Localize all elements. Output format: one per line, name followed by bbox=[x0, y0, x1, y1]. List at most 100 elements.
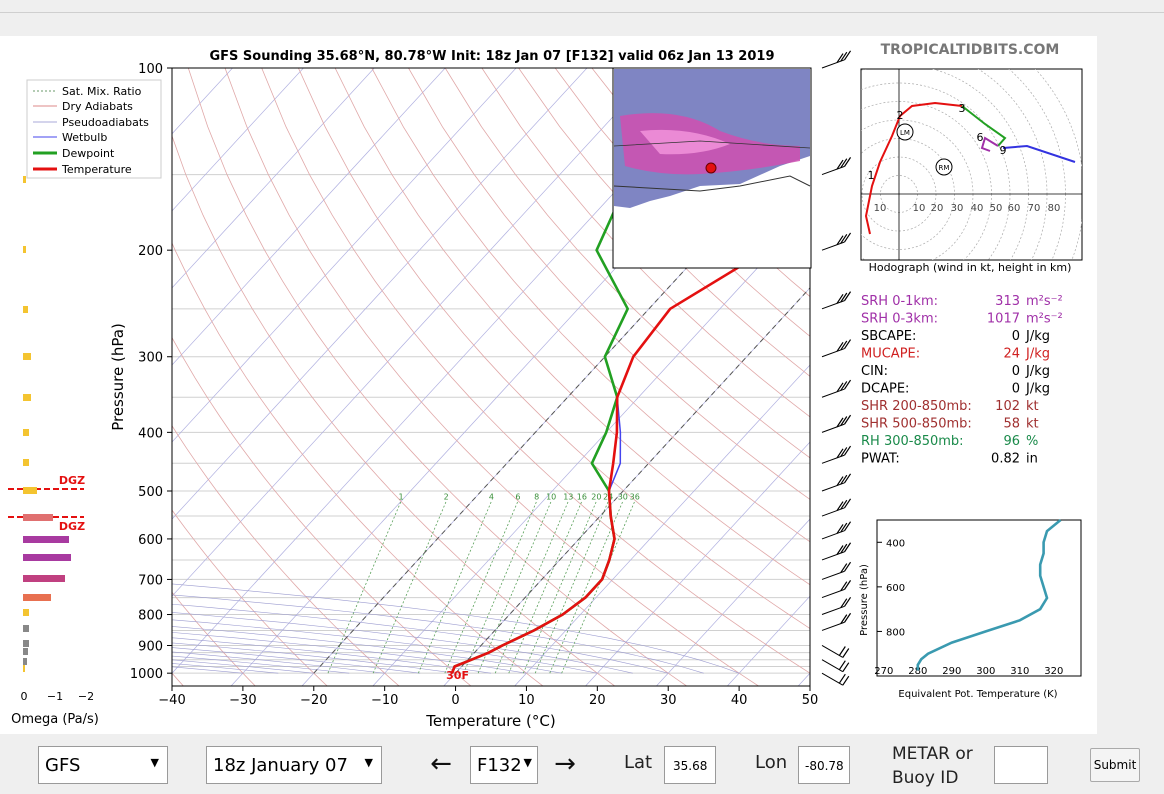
index-label: SHR 500-850mb: bbox=[861, 417, 972, 432]
omega-bar bbox=[23, 625, 29, 632]
index-label: PWAT: bbox=[861, 452, 900, 467]
dgz-bottom-label: DGZ bbox=[59, 520, 85, 533]
freezing-isotherm bbox=[455, 287, 810, 674]
omega-bar bbox=[23, 665, 25, 672]
isotherm-line bbox=[585, 441, 810, 686]
model-select-value: GFS bbox=[45, 755, 81, 776]
next-forecast-button[interactable]: → bbox=[554, 749, 576, 779]
dry-adiabat bbox=[172, 424, 400, 686]
dry-adiabat bbox=[172, 336, 472, 686]
hodograph-rings: 10 10 20 30 40 50 60 70 80 1 2 3 6 9 LM RM bbox=[861, 69, 1082, 260]
pseudoadiabat bbox=[172, 626, 562, 674]
omega-bar bbox=[23, 429, 29, 436]
wind-barb-flag bbox=[840, 581, 848, 592]
wind-barb-flag bbox=[840, 234, 848, 244]
x-tick-label: 40 bbox=[731, 693, 748, 708]
x-tick-label: 20 bbox=[589, 693, 606, 708]
wind-barb-flag bbox=[844, 339, 852, 349]
wind-barb-flag bbox=[840, 474, 848, 485]
legend-box bbox=[26, 79, 162, 179]
wind-barb-flag bbox=[838, 673, 846, 684]
y-tick-label: 400 bbox=[138, 426, 163, 441]
dry-adiabat bbox=[172, 241, 544, 686]
dry-adiabat bbox=[554, 68, 810, 337]
legend-label: Sat. Mix. Ratio bbox=[62, 85, 142, 98]
x-tick-label: −20 bbox=[300, 693, 327, 708]
temperature-line bbox=[450, 224, 810, 674]
mixing-ratio-line bbox=[522, 501, 597, 674]
index-value: 0.82 bbox=[991, 452, 1020, 467]
submit-button[interactable]: Submit bbox=[1090, 748, 1140, 782]
model-select[interactable]: GFS ▼ bbox=[38, 746, 168, 784]
control-bar: GFS ▼ 18z January 07 ▼ ← F132 ▼ → Lat 35… bbox=[0, 734, 1164, 794]
dry-adiabat bbox=[298, 68, 810, 630]
metar-input[interactable] bbox=[994, 746, 1048, 784]
omega-bar bbox=[23, 536, 69, 543]
forecast-hour-select[interactable]: F132 ▼ bbox=[470, 746, 538, 784]
wind-barb bbox=[821, 612, 852, 631]
wind-barb-flag bbox=[838, 646, 846, 656]
hodograph-height-label: 9 bbox=[1000, 144, 1007, 157]
hodograph-ring-label: 70 bbox=[1028, 203, 1041, 214]
wind-barb-flag bbox=[836, 417, 844, 428]
isotherm-line bbox=[172, 68, 517, 443]
wind-barb-flag bbox=[836, 501, 844, 511]
dry-adiabat bbox=[371, 68, 810, 543]
wind-barb-flag bbox=[840, 158, 848, 169]
index-unit: % bbox=[1026, 434, 1038, 449]
mixing-ratio-label: 36 bbox=[630, 492, 640, 501]
hodograph-ring-label: 50 bbox=[990, 203, 1003, 214]
hodograph-caption: Hodograph (wind in kt, height in km) bbox=[869, 261, 1072, 274]
wind-barb-flag bbox=[840, 522, 848, 533]
wind-barb-flag bbox=[836, 448, 844, 459]
theta-e-profile bbox=[916, 518, 1062, 671]
mixing-ratio-line bbox=[508, 501, 583, 674]
index-unit: m²s⁻² bbox=[1026, 294, 1063, 309]
mixing-ratio-line bbox=[494, 501, 569, 674]
wind-barb bbox=[821, 672, 850, 686]
hodograph-ring-label: 80 bbox=[1048, 203, 1061, 214]
omega-bar bbox=[23, 306, 28, 313]
mixing-ratio-label: 4 bbox=[489, 492, 494, 501]
omega-bar bbox=[23, 658, 27, 665]
wind-barb bbox=[821, 596, 852, 615]
lon-input[interactable]: -80.78 bbox=[798, 746, 850, 784]
y-axis-label: Pressure (hPa) bbox=[109, 323, 127, 431]
wind-barb-flag bbox=[836, 545, 844, 555]
hodograph-ring-label: 10 bbox=[913, 203, 926, 214]
lon-label: Lon bbox=[755, 752, 788, 773]
pseudoadiabat bbox=[172, 583, 740, 674]
init-select-value: 18z January 07 bbox=[213, 755, 348, 776]
y-tick-label: 1000 bbox=[130, 667, 163, 682]
wind-barb bbox=[821, 580, 852, 599]
theta-e-y-tick-label: 600 bbox=[886, 583, 905, 594]
theta-e-y-tick-label: 800 bbox=[886, 627, 905, 638]
wind-barb-flag bbox=[836, 53, 844, 63]
omega-bar bbox=[23, 459, 29, 466]
x-tick-label: 10 bbox=[518, 693, 535, 708]
init-select[interactable]: 18z January 07 ▼ bbox=[206, 746, 382, 784]
lat-input[interactable]: 35.68 bbox=[664, 746, 716, 784]
wind-barb-flag bbox=[840, 499, 848, 510]
dry-adiabat bbox=[408, 68, 810, 500]
mixing-ratio-line bbox=[444, 501, 519, 674]
theta-e-x-tick: 310 bbox=[1010, 666, 1029, 677]
hodograph-trace bbox=[961, 105, 1007, 147]
wind-barb bbox=[821, 157, 852, 176]
isotherm-line bbox=[172, 68, 659, 597]
mixing-ratio-line bbox=[549, 501, 624, 674]
chevron-down-icon: ▼ bbox=[150, 756, 159, 769]
skewt-background-lines: 1 2 4 6 8 10 13 16 20 24 30 36 bbox=[172, 68, 810, 686]
prev-forecast-button[interactable]: ← bbox=[430, 749, 452, 779]
wind-barb-flag bbox=[840, 51, 848, 62]
hodograph-height-label: 1 bbox=[868, 169, 875, 182]
wind-barb bbox=[821, 445, 852, 464]
mixing-ratio-label: 2 bbox=[444, 492, 449, 501]
theta-e-x-tick: 320 bbox=[1044, 666, 1063, 677]
wind-barb-flag bbox=[836, 235, 844, 246]
omega-bar bbox=[23, 176, 26, 183]
legend-label: Dewpoint bbox=[62, 147, 115, 160]
right-mover-marker bbox=[935, 158, 953, 176]
x-tick-label: 30 bbox=[660, 693, 677, 708]
omega-bar bbox=[23, 575, 65, 582]
